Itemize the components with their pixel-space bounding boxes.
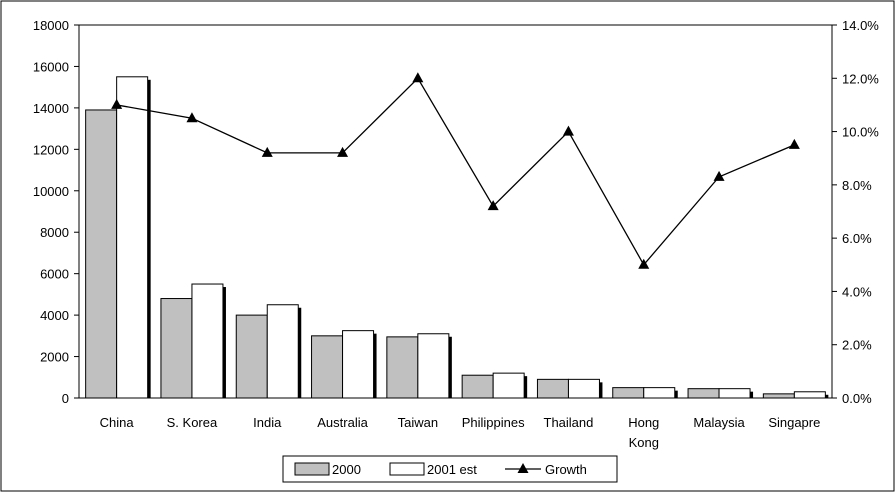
legend-swatch-2000 — [294, 462, 330, 476]
right-axis-tick-label: 0.0% — [842, 391, 872, 406]
bar-2001-est-philippines — [492, 372, 525, 399]
category-label-line: India — [253, 415, 282, 430]
left-axis-tick-label: 8000 — [40, 225, 69, 240]
growth-line — [116, 77, 795, 266]
bar-2000-taiwan — [386, 336, 419, 399]
bar-shadow — [222, 287, 226, 398]
category-label-line: Singapre — [768, 415, 820, 430]
growth-point-marker — [487, 200, 499, 211]
category-label: Australia — [317, 415, 368, 430]
right-axis-tick-label: 2.0% — [842, 338, 872, 353]
category-label: India — [253, 415, 282, 430]
bar-2000-thailand — [536, 378, 569, 399]
legend-box — [282, 455, 618, 483]
legend: 2000 2001 est Growth — [282, 455, 618, 483]
category-label: Thailand — [544, 415, 594, 430]
category-label: Malaysia — [693, 415, 745, 430]
category-label-line: Australia — [317, 415, 368, 430]
left-axis-tick-label: 0 — [62, 391, 69, 406]
right-axis-tick-label: 6.0% — [842, 231, 872, 246]
left-axis-tick-label: 18000 — [33, 18, 69, 33]
bar-shadow — [750, 391, 754, 398]
right-axis-tick-label: 8.0% — [842, 178, 872, 193]
category-label-line: S. Korea — [167, 415, 218, 430]
category-label: Singapre — [768, 415, 820, 430]
left-axis-tick-label: 2000 — [40, 350, 69, 365]
bar-2001-est-malaysia — [718, 388, 751, 399]
category-label-line: Malaysia — [693, 415, 745, 430]
bar-2001-est-china — [116, 76, 149, 399]
category-label: S. Korea — [167, 415, 218, 430]
bar-2000-australia — [311, 335, 344, 399]
bar-shadow — [825, 394, 829, 398]
category-label: China — [100, 415, 135, 430]
growth-point-marker — [638, 258, 650, 269]
left-axis-tick-label: 14000 — [33, 101, 69, 116]
category-label-line: China — [100, 415, 135, 430]
right-axis-tick-label: 4.0% — [842, 284, 872, 299]
legend-label-2001-est: 2001 est — [427, 462, 477, 477]
right-axis-tick-label: 12.0% — [842, 71, 879, 86]
growth-point-marker — [337, 146, 349, 157]
bar-2000-china — [85, 109, 118, 399]
bar-2001-est-singapre — [793, 391, 826, 399]
left-axis-tick-label: 10000 — [33, 184, 69, 199]
left-axis-tick-label: 6000 — [40, 267, 69, 282]
bar-shadow — [298, 307, 302, 398]
bar-2000-philippines — [461, 374, 494, 399]
bar-2001-est-hong-kong — [643, 387, 676, 399]
bar-2001-est-s-korea — [191, 283, 224, 399]
category-label-line: Hong — [628, 415, 659, 430]
left-axis-tick-label: 12000 — [33, 142, 69, 157]
bar-2000-hong-kong — [612, 387, 645, 399]
growth-point-marker — [261, 146, 273, 157]
plot-area: 0 2000 4000 6000 8000 10000 12000 14000 16000 180… — [33, 18, 879, 450]
bar-2001-est-australia — [342, 330, 375, 399]
growth-point-marker — [713, 170, 725, 181]
bar-shadow — [599, 382, 603, 398]
category-label-line: Kong — [629, 435, 659, 450]
left-axis-tick-label: 16000 — [33, 59, 69, 74]
growth-point-marker — [186, 112, 198, 123]
legend-label-2000: 2000 — [332, 462, 361, 477]
legend-label-growth: Growth — [545, 462, 587, 477]
growth-point-marker — [562, 125, 574, 136]
growth-point-marker — [788, 138, 800, 149]
bar-shadow — [524, 376, 528, 398]
bar-2000-india — [235, 314, 268, 399]
bar-2001-est-taiwan — [417, 333, 450, 399]
right-axis-tick-label: 14.0% — [842, 18, 879, 33]
bar-shadow — [448, 336, 452, 398]
bar-2001-est-thailand — [567, 378, 600, 399]
right-axis-tick-label: 10.0% — [842, 125, 879, 140]
legend-marker-growth — [517, 463, 529, 473]
growth-point-marker — [412, 72, 424, 83]
category-label: Taiwan — [398, 415, 438, 430]
plot-frame — [78, 24, 833, 399]
category-label-line: Taiwan — [398, 415, 438, 430]
left-axis-tick-label: 4000 — [40, 308, 69, 323]
bar-shadow — [373, 333, 377, 398]
growth-point-marker — [111, 98, 123, 109]
bar-2000-s-korea — [160, 298, 193, 399]
category-label-line: Thailand — [544, 415, 594, 430]
category-label-line: Philippines — [462, 415, 525, 430]
bar-2000-singapre — [762, 393, 795, 399]
category-label: Hong Kong — [628, 415, 659, 450]
bar-2001-est-india — [266, 304, 299, 399]
bar-2000-malaysia — [687, 388, 720, 399]
legend-swatch-2001-est — [389, 462, 425, 476]
category-label: Philippines — [462, 415, 525, 430]
bar-shadow — [674, 390, 678, 398]
bar-shadow — [147, 79, 151, 399]
